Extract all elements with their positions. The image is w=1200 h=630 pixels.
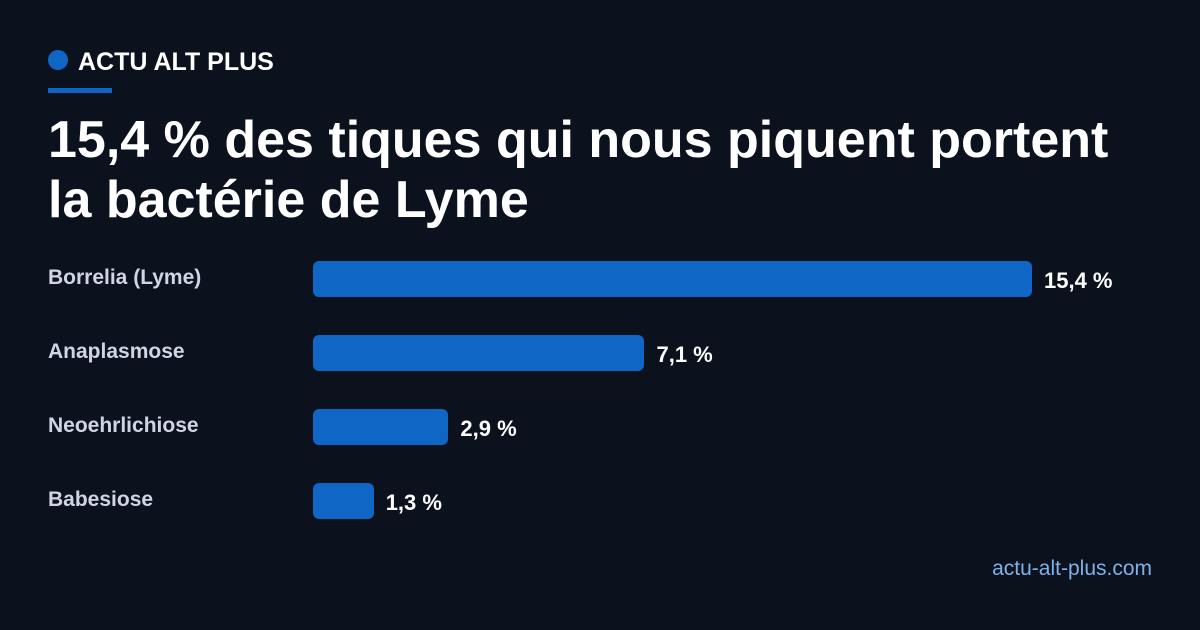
value-label: 7,1 % [656, 342, 713, 367]
bar [313, 409, 449, 445]
value-label: 2,9 % [460, 416, 517, 441]
chart-title: 15,4 % des tiques qui nous piquent porte… [48, 111, 1109, 229]
value-label: 1,3 % [385, 490, 442, 515]
category-label: Borrelia (Lyme) [48, 266, 202, 289]
brand-rule [48, 88, 112, 93]
brand: ACTU ALT PLUS [78, 48, 274, 76]
footer: actu-alt-plus.com [992, 557, 1152, 580]
bar [313, 261, 1032, 297]
category-label: Neoehrlichiose [48, 414, 199, 437]
category-label: Babesiose [48, 488, 154, 511]
value-label: 15,4 % [1044, 268, 1113, 293]
bar [313, 335, 645, 371]
bar [313, 483, 374, 519]
brand-dot [48, 50, 68, 70]
category-label: Anaplasmose [48, 340, 185, 363]
